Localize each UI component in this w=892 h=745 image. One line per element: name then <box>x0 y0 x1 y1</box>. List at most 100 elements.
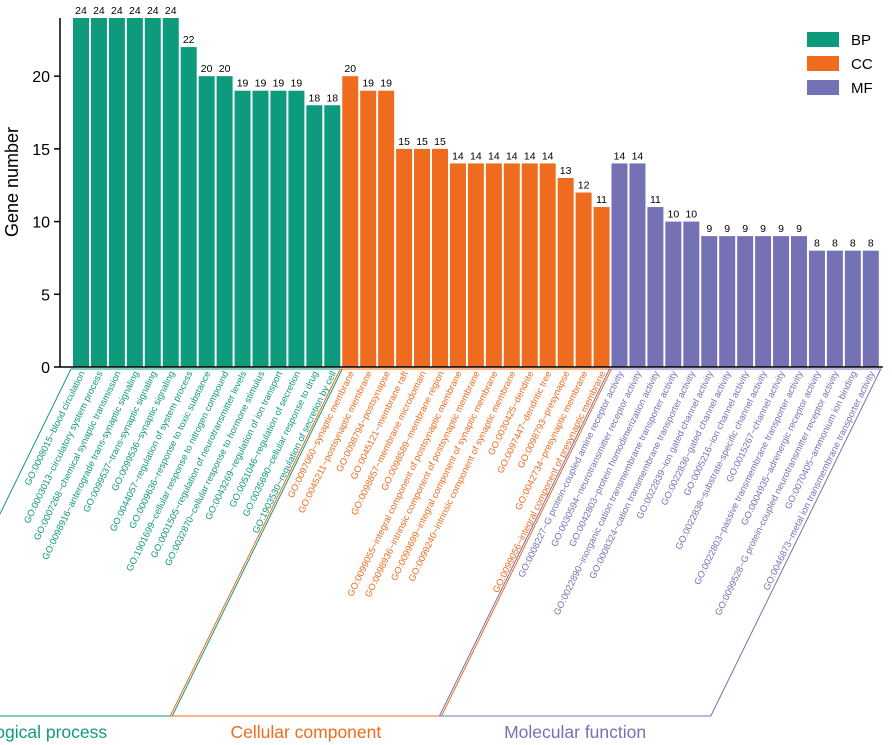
legend-swatch <box>807 32 839 47</box>
bar-value-label: 14 <box>488 150 500 162</box>
bar-value-label: 9 <box>742 223 748 235</box>
bars <box>73 18 879 368</box>
bar <box>485 163 502 367</box>
legend[interactable]: BP CC MF <box>807 32 873 97</box>
bar-value-label: 14 <box>506 150 518 162</box>
group-brackets: Biological process Cellular component Mole… <box>0 368 882 742</box>
bar <box>826 250 843 367</box>
bar <box>683 221 700 367</box>
bar-value-label: 19 <box>380 78 392 90</box>
bar <box>665 221 682 367</box>
bar-value-label: 20 <box>344 63 356 75</box>
bar-value-label: 10 <box>685 209 697 221</box>
bar-value-label: 10 <box>668 209 680 221</box>
bar <box>539 163 556 367</box>
bar <box>773 236 790 367</box>
bar <box>252 90 269 367</box>
bar-value-label: 9 <box>760 223 766 235</box>
bar-value-label: 19 <box>273 78 285 90</box>
bar <box>557 177 574 367</box>
bar <box>521 163 538 367</box>
bar-value-label: 14 <box>614 150 626 162</box>
bar <box>701 236 718 367</box>
bar <box>144 18 161 367</box>
bar <box>808 250 825 367</box>
bar <box>611 163 628 367</box>
bar-value-label: 20 <box>219 63 231 75</box>
bar-value-label: 14 <box>524 150 536 162</box>
bar-value-label: 8 <box>868 238 874 250</box>
y-tick-label: 5 <box>41 287 50 304</box>
bar <box>270 90 287 367</box>
bar-value-label: 15 <box>416 136 428 148</box>
bar <box>791 236 807 367</box>
bar-value-label: 11 <box>596 194 607 206</box>
bar <box>737 236 754 367</box>
bar <box>90 18 107 367</box>
bar-value-label: 19 <box>255 78 267 90</box>
bar <box>432 148 448 367</box>
bar-value-label: 8 <box>850 238 856 250</box>
bar <box>396 148 413 367</box>
bar-value-label: 15 <box>398 136 410 148</box>
bar <box>162 18 179 367</box>
legend-swatch <box>807 56 839 71</box>
bar <box>503 163 520 367</box>
bar-value-label: 19 <box>291 78 303 90</box>
bar <box>288 90 305 367</box>
bar-value-label: 9 <box>706 223 712 235</box>
group-name: Cellular component <box>230 722 381 742</box>
bar <box>234 90 251 367</box>
y-tick-label: 0 <box>41 360 50 377</box>
bar <box>342 76 359 368</box>
bar <box>593 207 610 367</box>
bar <box>862 250 879 367</box>
bar-value-label: 22 <box>183 34 195 46</box>
bar-value-label: 9 <box>796 223 802 235</box>
legend-item[interactable]: BP <box>807 32 871 49</box>
bar-value-label: 14 <box>542 150 554 162</box>
bar <box>360 90 377 367</box>
bar-value-label: 20 <box>201 63 213 75</box>
bar <box>324 105 341 367</box>
bar-value-label: 8 <box>832 238 838 250</box>
bar-value-label: 24 <box>111 5 123 17</box>
group-name: Biological process <box>0 722 107 742</box>
bar-value-label: 24 <box>147 5 159 17</box>
y-axis: 0 5 10 15 20 <box>32 18 61 377</box>
bar-value-label: 13 <box>560 165 572 177</box>
bar-value-label: 24 <box>129 5 141 17</box>
bar-value-label: 24 <box>93 5 105 17</box>
bar <box>575 192 592 367</box>
bar-value-label: 14 <box>452 150 464 162</box>
legend-label: BP <box>851 32 871 49</box>
bar <box>844 250 861 367</box>
bar <box>306 105 323 367</box>
bar-value-label: 12 <box>578 180 590 192</box>
legend-label: MF <box>851 80 873 97</box>
bar <box>198 76 215 368</box>
bar <box>755 236 772 367</box>
bar-value-label: 9 <box>778 223 784 235</box>
y-tick-label: 20 <box>32 69 50 86</box>
bar <box>467 163 484 367</box>
bar-value-label: 9 <box>724 223 730 235</box>
legend-item[interactable]: MF <box>807 80 873 97</box>
bar <box>180 47 197 367</box>
bar-value-label: 14 <box>470 150 482 162</box>
bar <box>378 90 395 367</box>
x-tick-labels: GO:0008015~blood circulationGO:0003013~c… <box>22 369 877 617</box>
bar-value-label: 15 <box>434 136 446 148</box>
bar <box>414 148 431 367</box>
bar <box>73 18 89 367</box>
bar <box>216 76 233 368</box>
y-tick-label: 15 <box>32 142 50 159</box>
bar-value-label: 18 <box>326 92 338 104</box>
legend-label: CC <box>851 56 873 73</box>
legend-item[interactable]: CC <box>807 56 873 73</box>
bar <box>449 163 466 367</box>
bar-value-label: 18 <box>309 92 321 104</box>
bar-value-label: 14 <box>632 150 644 162</box>
group-name: Molecular function <box>504 722 646 742</box>
